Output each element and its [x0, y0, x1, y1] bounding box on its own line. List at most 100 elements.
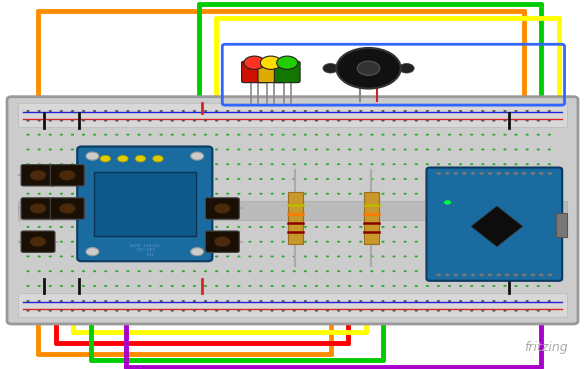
Circle shape — [26, 226, 30, 228]
Circle shape — [26, 148, 30, 151]
Bar — [18, 103, 567, 127]
Circle shape — [226, 226, 229, 228]
Circle shape — [193, 285, 196, 287]
Circle shape — [149, 193, 152, 195]
Circle shape — [470, 273, 475, 276]
Circle shape — [470, 255, 473, 258]
Circle shape — [503, 110, 507, 112]
Circle shape — [326, 148, 329, 151]
Circle shape — [137, 255, 140, 258]
Circle shape — [270, 226, 274, 228]
Circle shape — [281, 241, 285, 243]
Circle shape — [60, 193, 63, 195]
Circle shape — [315, 270, 318, 272]
Circle shape — [292, 300, 296, 302]
Circle shape — [182, 120, 185, 122]
Circle shape — [525, 310, 529, 312]
Circle shape — [326, 110, 329, 112]
Circle shape — [93, 120, 97, 122]
Circle shape — [26, 163, 30, 165]
Circle shape — [470, 241, 473, 243]
Circle shape — [49, 226, 52, 228]
Circle shape — [115, 270, 118, 272]
Circle shape — [436, 172, 441, 175]
Circle shape — [193, 255, 196, 258]
Circle shape — [415, 226, 418, 228]
Circle shape — [426, 310, 429, 312]
Circle shape — [548, 300, 551, 302]
Circle shape — [404, 120, 407, 122]
Circle shape — [126, 110, 129, 112]
Circle shape — [304, 310, 307, 312]
Circle shape — [149, 241, 152, 243]
Circle shape — [270, 134, 274, 136]
Circle shape — [237, 134, 240, 136]
Circle shape — [481, 241, 484, 243]
Circle shape — [135, 155, 146, 162]
Circle shape — [548, 172, 552, 175]
Circle shape — [248, 285, 252, 287]
Circle shape — [226, 134, 229, 136]
Circle shape — [393, 255, 395, 258]
Circle shape — [437, 285, 440, 287]
Circle shape — [404, 255, 407, 258]
Circle shape — [437, 310, 440, 312]
Circle shape — [492, 226, 495, 228]
Circle shape — [404, 134, 407, 136]
Circle shape — [404, 285, 407, 287]
Circle shape — [548, 120, 551, 122]
Circle shape — [415, 193, 418, 195]
Circle shape — [448, 241, 451, 243]
Circle shape — [304, 270, 307, 272]
Circle shape — [126, 310, 129, 312]
Circle shape — [259, 178, 263, 180]
Circle shape — [357, 61, 380, 75]
Circle shape — [149, 148, 152, 151]
Circle shape — [226, 148, 229, 151]
Circle shape — [437, 300, 440, 302]
Circle shape — [492, 241, 495, 243]
Circle shape — [248, 241, 252, 243]
Circle shape — [104, 110, 108, 112]
Circle shape — [37, 178, 41, 180]
Circle shape — [337, 285, 340, 287]
Circle shape — [104, 255, 108, 258]
Circle shape — [49, 178, 52, 180]
Circle shape — [492, 134, 495, 136]
Circle shape — [548, 148, 551, 151]
Circle shape — [548, 270, 551, 272]
Circle shape — [415, 300, 418, 302]
Circle shape — [393, 178, 395, 180]
Circle shape — [82, 178, 85, 180]
Circle shape — [437, 270, 440, 272]
Circle shape — [137, 120, 140, 122]
Circle shape — [215, 110, 218, 112]
Circle shape — [259, 110, 263, 112]
Circle shape — [71, 120, 74, 122]
Circle shape — [226, 110, 229, 112]
Circle shape — [426, 285, 429, 287]
Circle shape — [182, 270, 185, 272]
Circle shape — [337, 310, 340, 312]
Circle shape — [437, 193, 440, 195]
Circle shape — [49, 300, 52, 302]
Circle shape — [193, 310, 196, 312]
Circle shape — [149, 255, 152, 258]
Circle shape — [226, 193, 229, 195]
Circle shape — [215, 310, 218, 312]
Circle shape — [514, 270, 518, 272]
Circle shape — [481, 285, 484, 287]
Circle shape — [437, 226, 440, 228]
Circle shape — [149, 285, 152, 287]
Circle shape — [126, 163, 129, 165]
Circle shape — [470, 285, 473, 287]
Circle shape — [281, 148, 285, 151]
Circle shape — [404, 270, 407, 272]
Circle shape — [370, 285, 374, 287]
Circle shape — [488, 273, 493, 276]
Circle shape — [193, 134, 196, 136]
Circle shape — [270, 255, 274, 258]
Circle shape — [437, 241, 440, 243]
Circle shape — [481, 134, 484, 136]
Circle shape — [26, 255, 30, 258]
